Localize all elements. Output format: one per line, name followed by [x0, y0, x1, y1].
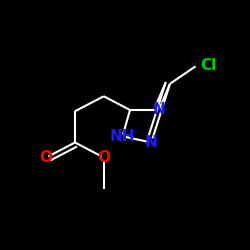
Text: O: O — [40, 150, 53, 165]
Text: N: N — [152, 102, 165, 118]
Text: Cl: Cl — [200, 58, 216, 72]
Text: N: N — [145, 135, 158, 150]
Text: NH: NH — [110, 129, 135, 144]
Text: O: O — [97, 150, 110, 165]
